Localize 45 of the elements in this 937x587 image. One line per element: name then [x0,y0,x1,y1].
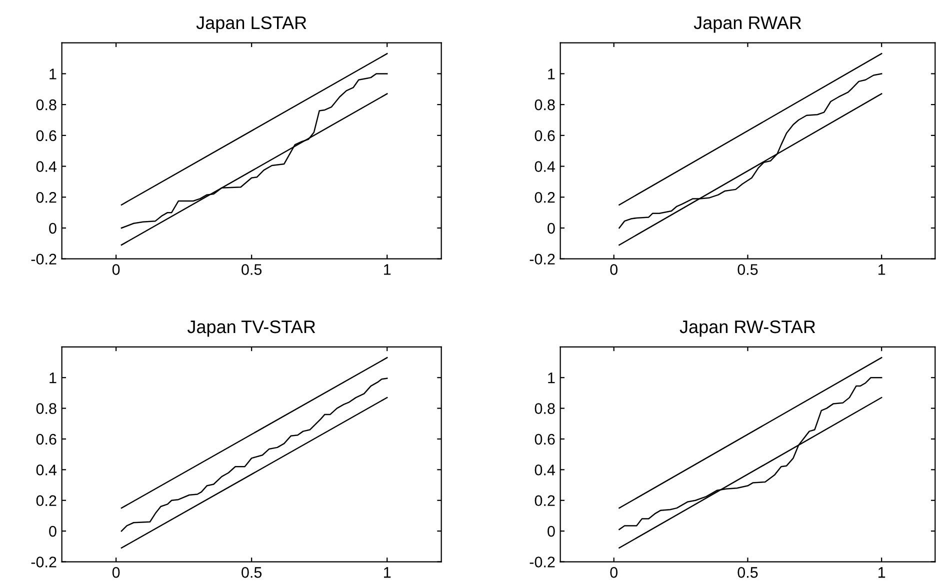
chart-title: Japan LSTAR [196,16,306,33]
y-tick-label: 0.4 [36,464,57,476]
y-tick-label: -0.2 [530,254,555,265]
y-tick-label: 0.6 [534,434,555,445]
chart-title: Japan RWAR [694,16,802,33]
x-tick-label: 1 [878,264,886,275]
x-tick-label: 0.5 [738,264,758,275]
x-tick-label: 0.5 [242,264,262,275]
x-tick-label: 0 [610,264,618,275]
x-tick-label: 0.5 [242,567,262,578]
x-tick-label: 1 [384,567,391,578]
y-tick-label: 0.6 [36,434,56,445]
y-tick-label: 0.6 [534,130,555,142]
line-series [120,378,388,532]
y-tick-label: 0.4 [534,161,556,172]
y-tick-label: 0.2 [534,192,555,203]
x-tick-label: 0.5 [738,567,758,578]
y-tick-label: 0 [548,526,555,537]
y-tick-label: -0.2 [31,556,56,568]
y-tick-label: 0.2 [36,192,56,203]
y-tick-label: 0.8 [36,99,56,110]
y-tick-label: 0 [548,222,555,234]
y-tick-label: 1 [548,372,555,384]
y-tick-label: 0 [49,526,56,537]
y-tick-label: 0.2 [534,495,555,506]
y-tick-label: 0.8 [534,99,555,110]
x-tick-label: 0 [112,567,120,578]
y-tick-label: -0.2 [530,556,555,568]
y-tick-label: 1 [50,68,56,80]
chart-title: Japan TV-STAR [187,320,316,337]
y-tick-label: 0.8 [534,403,555,414]
chart-title: Japan RW-STAR [680,320,816,337]
y-tick-label: 0 [49,222,56,234]
x-tick-label: 0 [112,264,120,275]
y-tick-label: 0.4 [534,464,556,476]
x-tick-label: 0 [610,567,618,578]
y-tick-label: 0.6 [36,130,56,142]
y-tick-label: -0.2 [31,254,56,265]
y-tick-label: 0.4 [36,161,57,172]
x-tick-label: 1 [384,264,391,275]
y-tick-label: 1 [548,68,555,80]
y-tick-label: 0.2 [36,495,56,506]
x-tick-label: 1 [878,567,886,578]
y-tick-label: 1 [50,372,56,384]
y-tick-label: 0.8 [36,403,56,414]
